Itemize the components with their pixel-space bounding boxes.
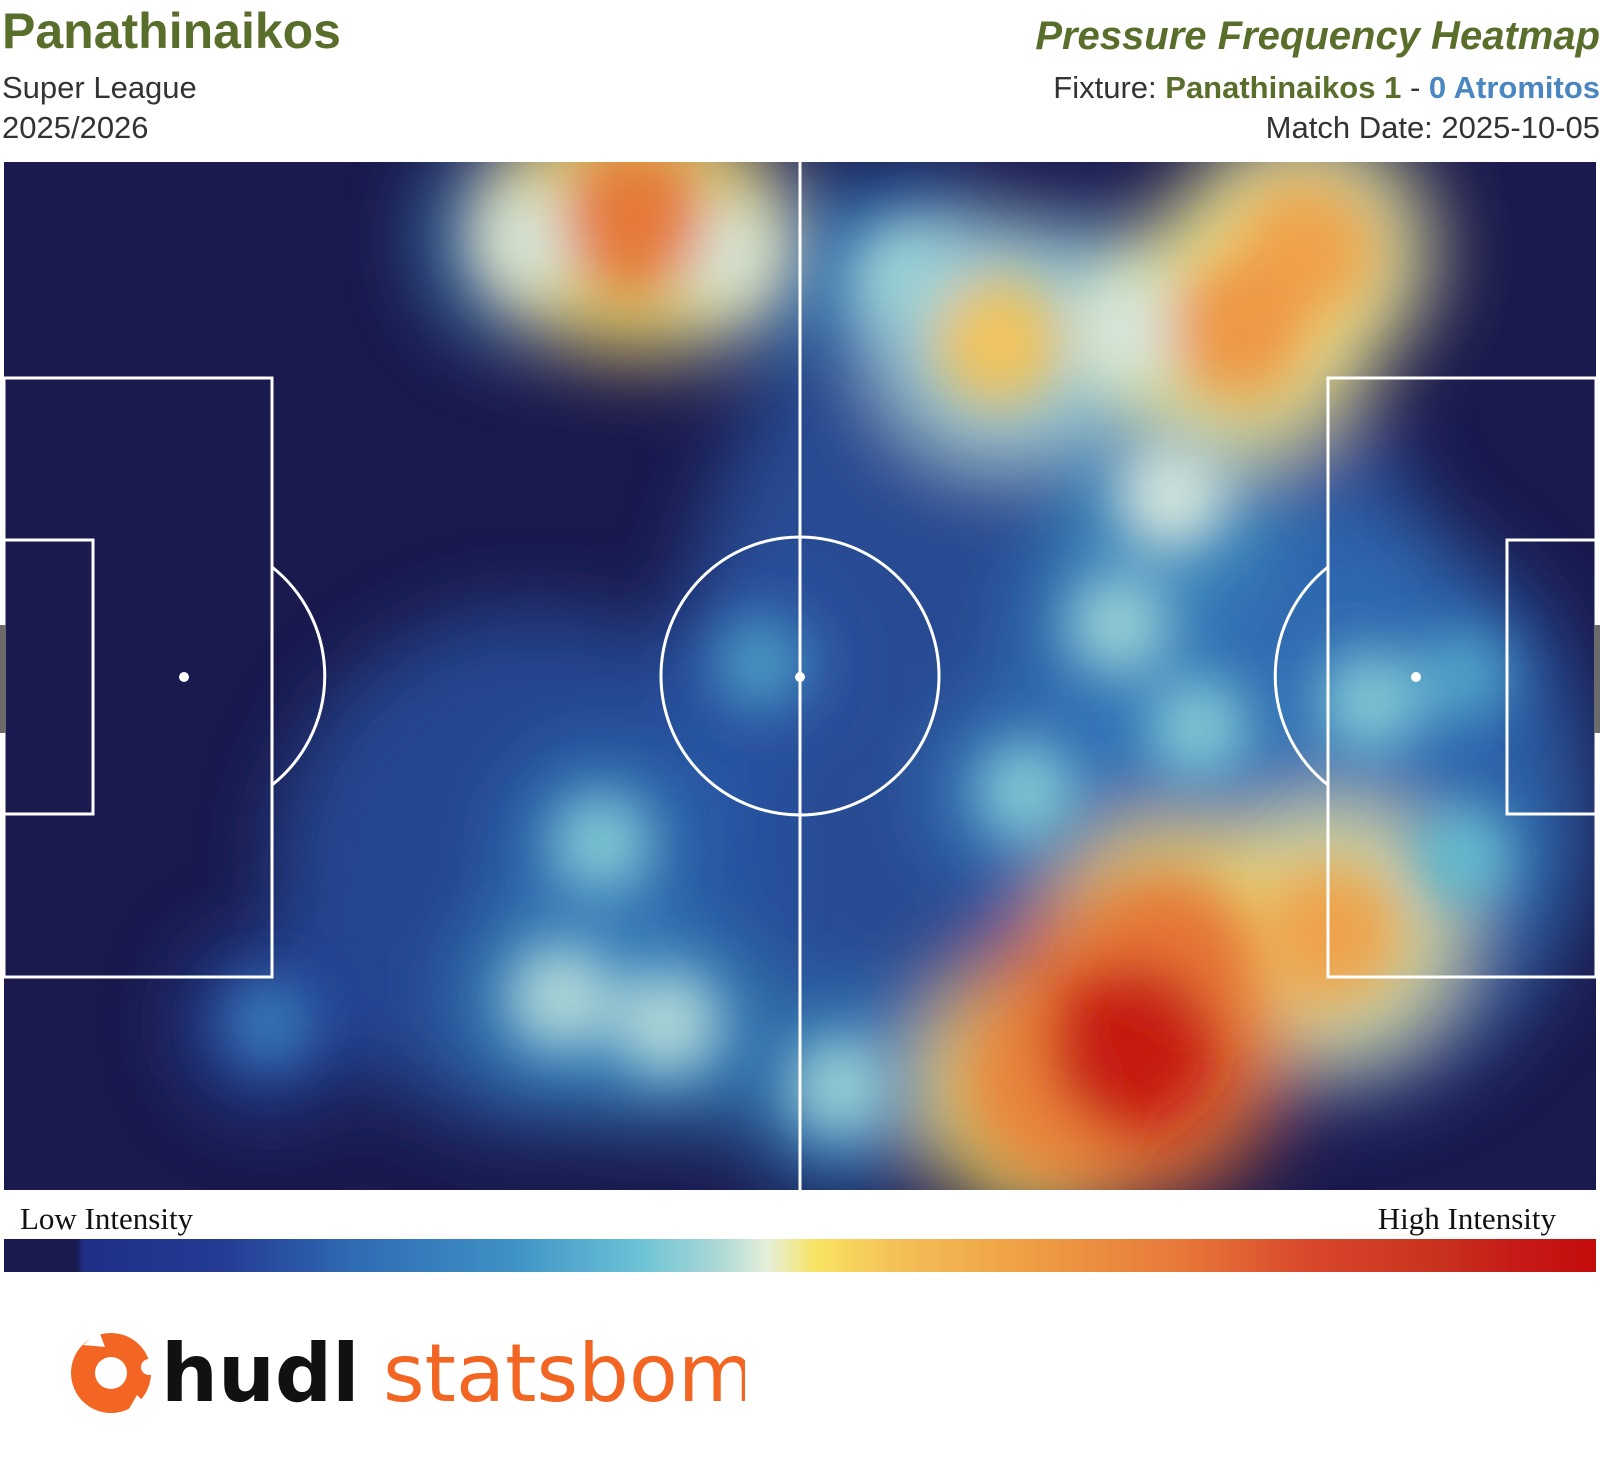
league-name: Super League	[2, 70, 197, 105]
left-goal-marker	[0, 625, 6, 733]
fixture-prefix: Fixture:	[1053, 70, 1166, 105]
center-circle	[659, 535, 941, 817]
left-penalty-spot	[179, 672, 189, 682]
heatmap-hotspot	[614, 969, 721, 1077]
heatmap-hotspot	[1262, 864, 1400, 1002]
team-name: Panathinaikos	[2, 3, 341, 59]
heatmap-hotspot	[561, 162, 708, 293]
match-date-line: Match Date: 2025-10-05	[1266, 108, 1600, 148]
match-date-label: Match Date:	[1265, 110, 1442, 145]
match-date: 2025-10-05	[1441, 110, 1600, 145]
away-score: 0	[1428, 70, 1447, 105]
hudl-logo-icon	[71, 1331, 157, 1413]
heatmap-hotspot	[1046, 963, 1217, 1134]
heatmap-hotspot	[714, 617, 806, 709]
heatmap-hotspot	[1076, 274, 1187, 384]
legend-high-label: High Intensity	[1377, 1201, 1556, 1236]
brand-secondary: statsbomb	[383, 1327, 745, 1420]
heatmap-hotspot	[1147, 676, 1249, 779]
heatmap-hotspot	[974, 740, 1077, 843]
hudl-statsbomb-logo: hudl statsbomb	[71, 1327, 745, 1420]
heatmap-hotspot	[508, 944, 615, 1051]
score-separator: -	[1401, 70, 1429, 105]
home-score: 1	[1384, 70, 1402, 105]
heatmap-hotspot	[1168, 259, 1308, 399]
season: 2025/2026	[2, 110, 149, 145]
heatmap-hotspot	[934, 277, 1064, 406]
left-penalty-arc	[271, 565, 327, 787]
chart-title: Pressure Frequency Heatmap	[1035, 14, 1600, 58]
heatmap-hotspot	[1116, 441, 1227, 551]
center-spot	[795, 672, 805, 682]
right-penalty-arc	[1273, 565, 1329, 787]
pressure-heatmap	[2, 162, 1598, 1190]
heatmap-hotspot	[1319, 650, 1422, 753]
away-team: Atromitos	[1453, 70, 1600, 105]
legend-low-label: Low Intensity	[20, 1201, 194, 1236]
right-penalty-spot	[1411, 672, 1421, 682]
heatmap-hotspot	[1066, 572, 1171, 677]
heatmap-hotspot	[1416, 629, 1510, 723]
intensity-colorbar	[4, 1239, 1596, 1272]
right-goal-marker	[1594, 625, 1600, 733]
heatmap-hotspot	[1414, 806, 1513, 906]
heatmap-hotspot	[854, 225, 959, 330]
heatmap-hotspot	[550, 792, 652, 894]
heatmap-hotspot	[787, 1035, 892, 1140]
brand-primary: hudl	[161, 1327, 360, 1420]
home-team: Panathinaikos	[1165, 70, 1376, 105]
fixture-line: Fixture: Panathinaikos 1 - 0 Atromitos	[1053, 68, 1600, 108]
heatmap-hotspot	[227, 980, 312, 1066]
